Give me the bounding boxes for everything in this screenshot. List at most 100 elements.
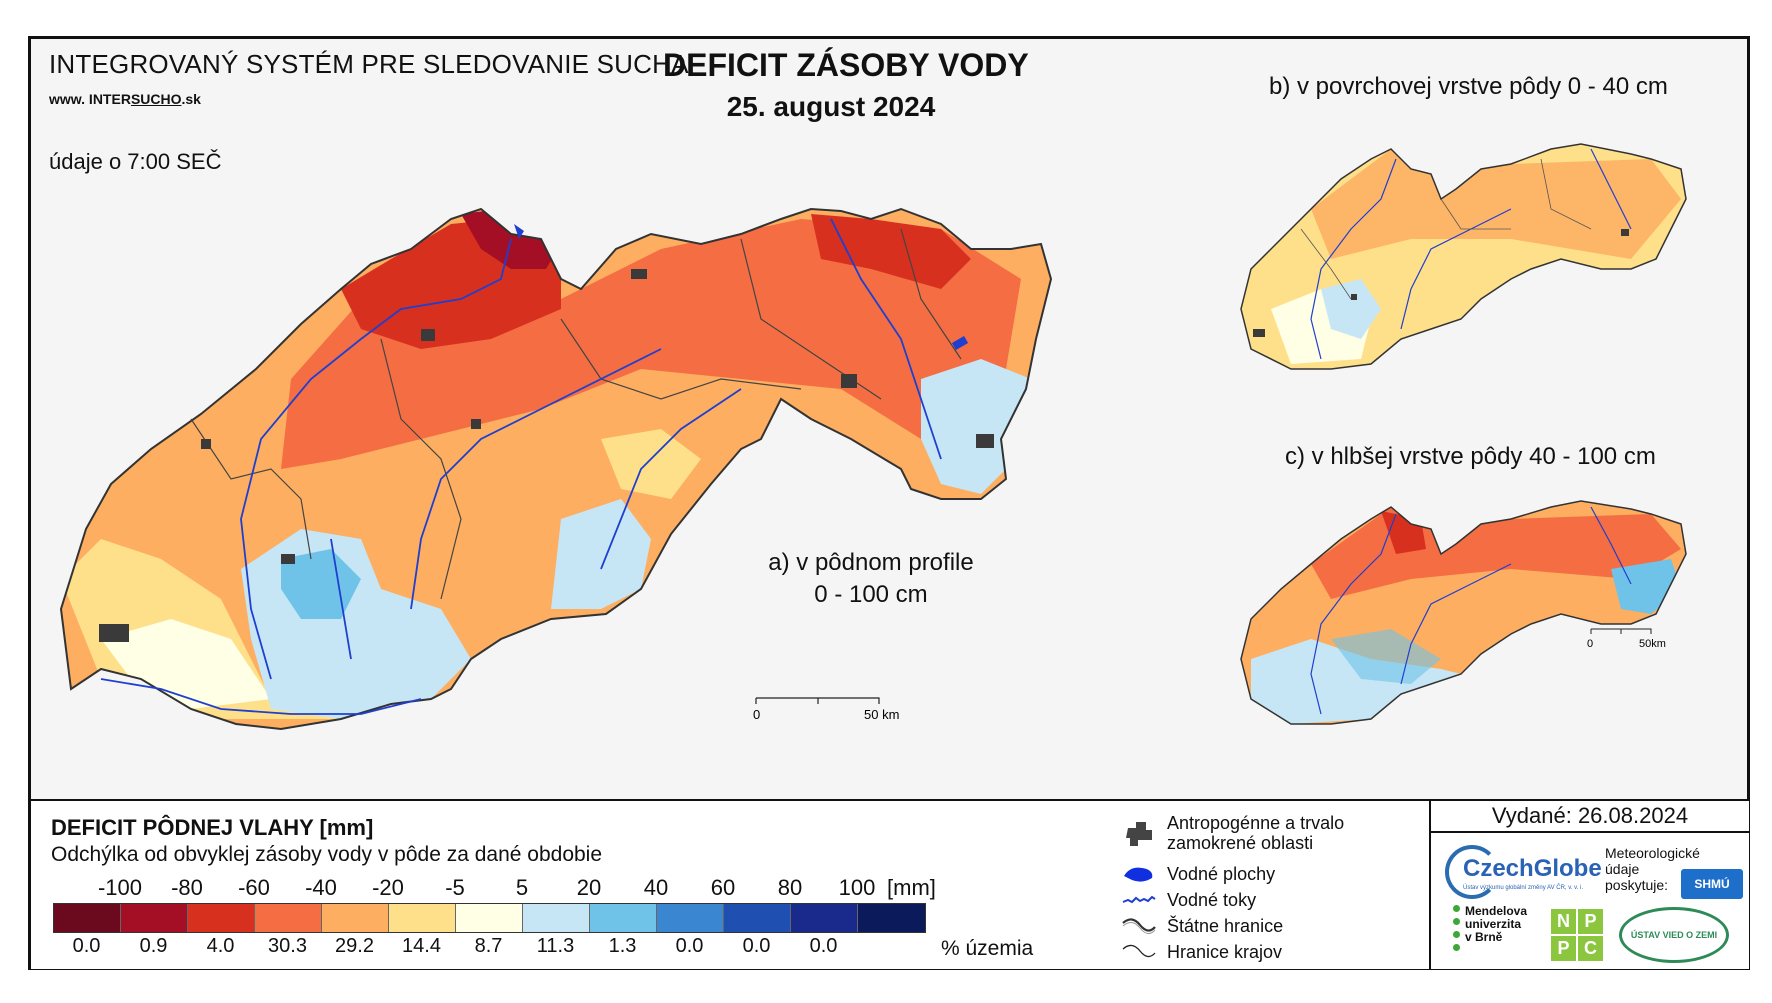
uvz-logo[interactable]: ÚSTAV VIED O ZEMI <box>1619 907 1729 963</box>
colorbar-percent-value: 0.0 <box>72 935 101 957</box>
water-body-symbol <box>1121 861 1157 887</box>
main-title: DEFICIT ZÁSOBY VODY <box>663 47 1029 83</box>
url-prefix: www. INTER <box>49 91 131 107</box>
website-url[interactable]: www. INTERSUCHO.sk <box>49 91 201 107</box>
legend-river-label: Vodné toky <box>1167 890 1257 910</box>
map-a-scale-zero: 0 <box>753 707 760 722</box>
colorbar-percent-value: 0.0 <box>809 935 838 957</box>
colorbar-cell <box>188 904 255 932</box>
colorbar-tick-label: -40 <box>305 875 337 900</box>
czechglobe-text: CzechGlobe <box>1463 855 1602 882</box>
colorbar-percent-value: 30.3 <box>268 935 307 957</box>
legend-water-label: Vodné plochy <box>1167 864 1276 884</box>
colorbar-tick-label: -60 <box>238 875 270 900</box>
colorbar-percent-value: 14.4 <box>402 935 441 957</box>
colorbar-cell <box>54 904 121 932</box>
urban-area-symbol <box>1121 820 1157 846</box>
map-a-caption-line2: 0 - 100 cm <box>814 581 928 608</box>
main-date: 25. august 2024 <box>726 91 936 122</box>
map-b-topsoil <box>1240 143 1687 370</box>
nppc-c: C <box>1578 936 1603 961</box>
czechglobe-swoosh-icon <box>1445 845 1499 899</box>
mendel-1: Mendelova <box>1465 904 1528 918</box>
mendel-3: v Brně <box>1465 930 1503 944</box>
url-suffix: .sk <box>181 91 201 107</box>
colorbar-percent-value: 0.9 <box>139 935 168 957</box>
colorbar-tick-label: -100 <box>97 875 143 900</box>
map-c-caption: c) v hlbšej vrstve pôdy 40 - 100 cm <box>1285 443 1656 470</box>
river-symbol <box>1121 887 1157 913</box>
colorbar-unit: [mm] <box>887 875 936 900</box>
map-c-scale-zero: 0 <box>1587 638 1593 650</box>
colorbar-percent-value: 29.2 <box>335 935 374 957</box>
colorbar-cell <box>389 904 456 932</box>
colorbar-percent-value: 1.3 <box>608 935 637 957</box>
map-a-soil-profile: 0 50 km <box>59 207 1053 731</box>
map-frame: INTEGROVANÝ SYSTÉM PRE SLEDOVANIE SUCHA … <box>28 36 1750 970</box>
colorbar-tick-label: -5 <box>445 875 465 900</box>
data-time-note: údaje o 7:00 SEČ <box>49 149 222 174</box>
system-title: INTEGROVANÝ SYSTÉM PRE SLEDOVANIE SUCHA <box>49 49 689 79</box>
map-b-caption: b) v povrchovej vrstve pôdy 0 - 40 cm <box>1269 73 1668 100</box>
colorbar-tick-label: 80 <box>777 875 803 900</box>
colorbar-cell <box>456 904 523 932</box>
legend-urban-label-2: zamokrené oblasti <box>1167 833 1314 853</box>
legend-urban-label-1: Antropogénne a trvalo <box>1167 813 1345 833</box>
colorbar-cell <box>523 904 590 932</box>
percent-unit: % územia <box>941 937 1034 960</box>
legend-symbol-urban: Antropogénne a trvalo zamokrené oblasti <box>1121 813 1344 853</box>
colorbar-cell <box>322 904 389 932</box>
mendel-dots-icon <box>1453 905 1463 957</box>
colorbar-cell <box>858 904 925 932</box>
issued-box: Vydané: 26.08.2024 CzechGlobe Ústav výzk… <box>1429 801 1749 969</box>
colorbar-cell <box>255 904 322 932</box>
colorbar-cell <box>121 904 188 932</box>
colorbar-cell <box>657 904 724 932</box>
map-a-caption-line1: a) v pôdnom profile <box>768 549 974 576</box>
legend-symbol-river: Vodné toky <box>1121 887 1256 913</box>
map-a-scale-end: 50 km <box>864 707 899 722</box>
meteo-label-2: údaje <box>1605 861 1640 877</box>
legend-symbol-state-border: Štátne hranice <box>1121 913 1283 939</box>
mendel-2: univerzita <box>1465 917 1522 931</box>
czechglobe-small-text: Ústav výzkumu globální změny AV ČR, v. v… <box>1463 885 1584 891</box>
colorbar-percent-value: 8.7 <box>474 935 503 957</box>
meteo-label-1: Meteorologické <box>1605 845 1700 861</box>
colorbar-tick-label: -20 <box>372 875 404 900</box>
colorbar-tick-label: 20 <box>576 875 602 900</box>
colorbar-tick-label: 60 <box>710 875 736 900</box>
colorbar-tick-label: 5 <box>515 875 529 900</box>
issued-date: Vydané: 26.08.2024 <box>1431 803 1749 833</box>
colorbar-tick-label: -80 <box>171 875 203 900</box>
nppc-p2: P <box>1551 936 1576 961</box>
nppc-logo[interactable]: N P P C <box>1551 909 1603 961</box>
colorbar <box>53 903 926 933</box>
colorbar-ticks: -100 -80 -60 -40 -20 -5 5 20 40 60 80 100 <box>53 875 883 901</box>
legend-region-border-label: Hranice krajov <box>1167 942 1283 962</box>
colorbar-percent-value: 0.0 <box>675 935 704 957</box>
meteo-label-3: poskytuje: <box>1605 877 1669 893</box>
nppc-n: N <box>1551 909 1576 934</box>
colorbar-percentages: 0.0 0.9 4.0 30.3 29.2 14.4 8.7 11.3 1.3 0.0 0.0 0.0 <box>53 935 857 958</box>
legend-symbol-region-border: Hranice krajov <box>1121 939 1282 965</box>
colorbar-tick-label: 100 <box>838 875 876 900</box>
colorbar-cell <box>724 904 791 932</box>
region-border-symbol <box>1121 939 1157 965</box>
colorbar-percent-value: 0.0 <box>742 935 771 957</box>
map-a-caption: a) v pôdnom profile 0 - 100 cm <box>731 547 1011 611</box>
state-border-symbol <box>1121 913 1157 939</box>
colorbar-tick-label: 40 <box>643 875 669 900</box>
colorbar-percent-value: 4.0 <box>206 935 235 957</box>
colorbar-percent-value: 11.3 <box>536 935 575 957</box>
legend-title: DEFICIT PÔDNEJ VLAHY [mm] <box>51 815 374 840</box>
legend-symbol-water: Vodné plochy <box>1121 861 1275 887</box>
meteo-provider-label: Meteorologické údaje poskytuje: <box>1605 845 1700 893</box>
shmu-logo[interactable]: SHMÚ <box>1681 869 1743 899</box>
url-underlined: SUCHO <box>130 91 182 107</box>
nppc-p1: P <box>1578 909 1603 934</box>
legend-subtitle: Odchýlka od obvyklej zásoby vody v pôde … <box>51 843 603 866</box>
map-c-subsoil: 0 50km <box>1240 500 1687 725</box>
mendel-university-logo[interactable]: Mendelova univerzita v Brně <box>1465 905 1527 944</box>
colorbar-cell <box>590 904 657 932</box>
czechglobe-logo[interactable]: CzechGlobe Ústav výzkumu globální změny … <box>1445 845 1605 899</box>
